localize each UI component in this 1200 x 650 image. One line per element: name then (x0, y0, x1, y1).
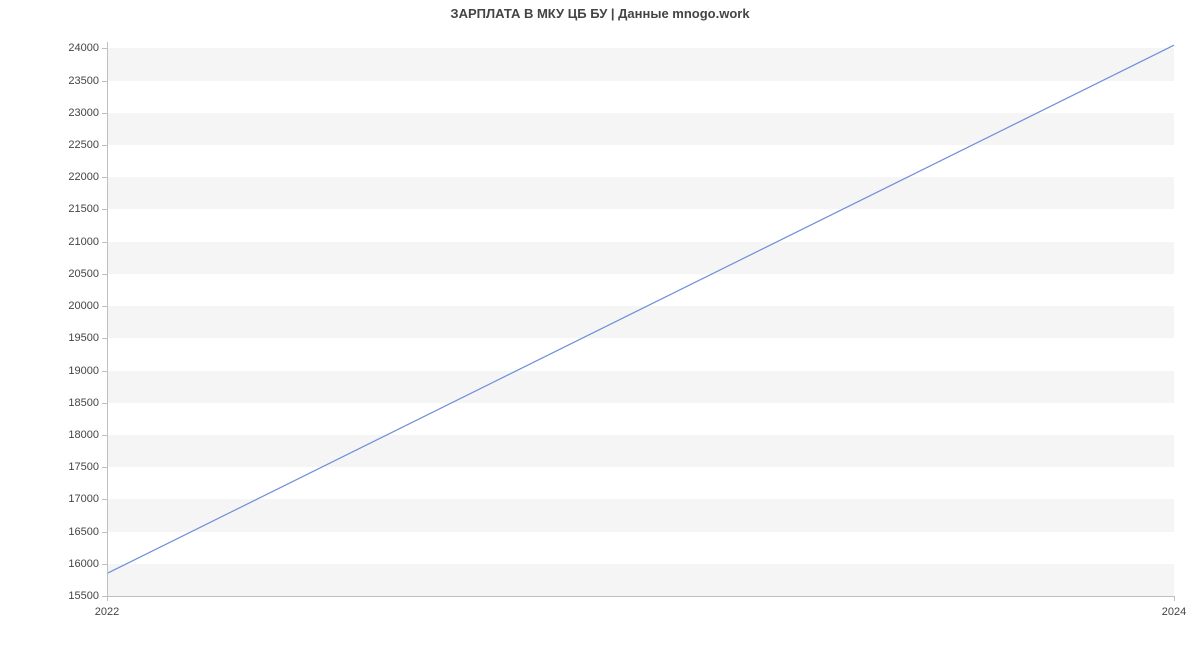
line-layer (107, 42, 1174, 596)
y-tick-label: 16500 (68, 526, 107, 538)
x-axis-line (107, 596, 1174, 597)
plot-area: 1550016000165001700017500180001850019000… (107, 42, 1174, 596)
y-tick-label: 22500 (68, 139, 107, 151)
y-tick-label: 22000 (68, 171, 107, 183)
y-tick-label: 24000 (68, 42, 107, 54)
y-tick-label: 23500 (68, 75, 107, 87)
x-tick-label: 2022 (95, 596, 119, 618)
y-tick-label: 21000 (68, 236, 107, 248)
y-tick-label: 16000 (68, 558, 107, 570)
y-tick-label: 20500 (68, 268, 107, 280)
series-line (107, 45, 1174, 573)
y-axis-line (107, 42, 108, 596)
y-tick-label: 19500 (68, 332, 107, 344)
chart-title: ЗАРПЛАТА В МКУ ЦБ БУ | Данные mnogo.work (0, 6, 1200, 21)
salary-chart: ЗАРПЛАТА В МКУ ЦБ БУ | Данные mnogo.work… (0, 0, 1200, 650)
y-tick-label: 17000 (68, 493, 107, 505)
y-tick-label: 17500 (68, 461, 107, 473)
y-tick-label: 21500 (68, 203, 107, 215)
x-tick-label: 2024 (1162, 596, 1186, 618)
y-tick-label: 18000 (68, 429, 107, 441)
y-tick-label: 18500 (68, 397, 107, 409)
y-tick-label: 20000 (68, 300, 107, 312)
y-tick-label: 19000 (68, 365, 107, 377)
y-tick-label: 23000 (68, 107, 107, 119)
